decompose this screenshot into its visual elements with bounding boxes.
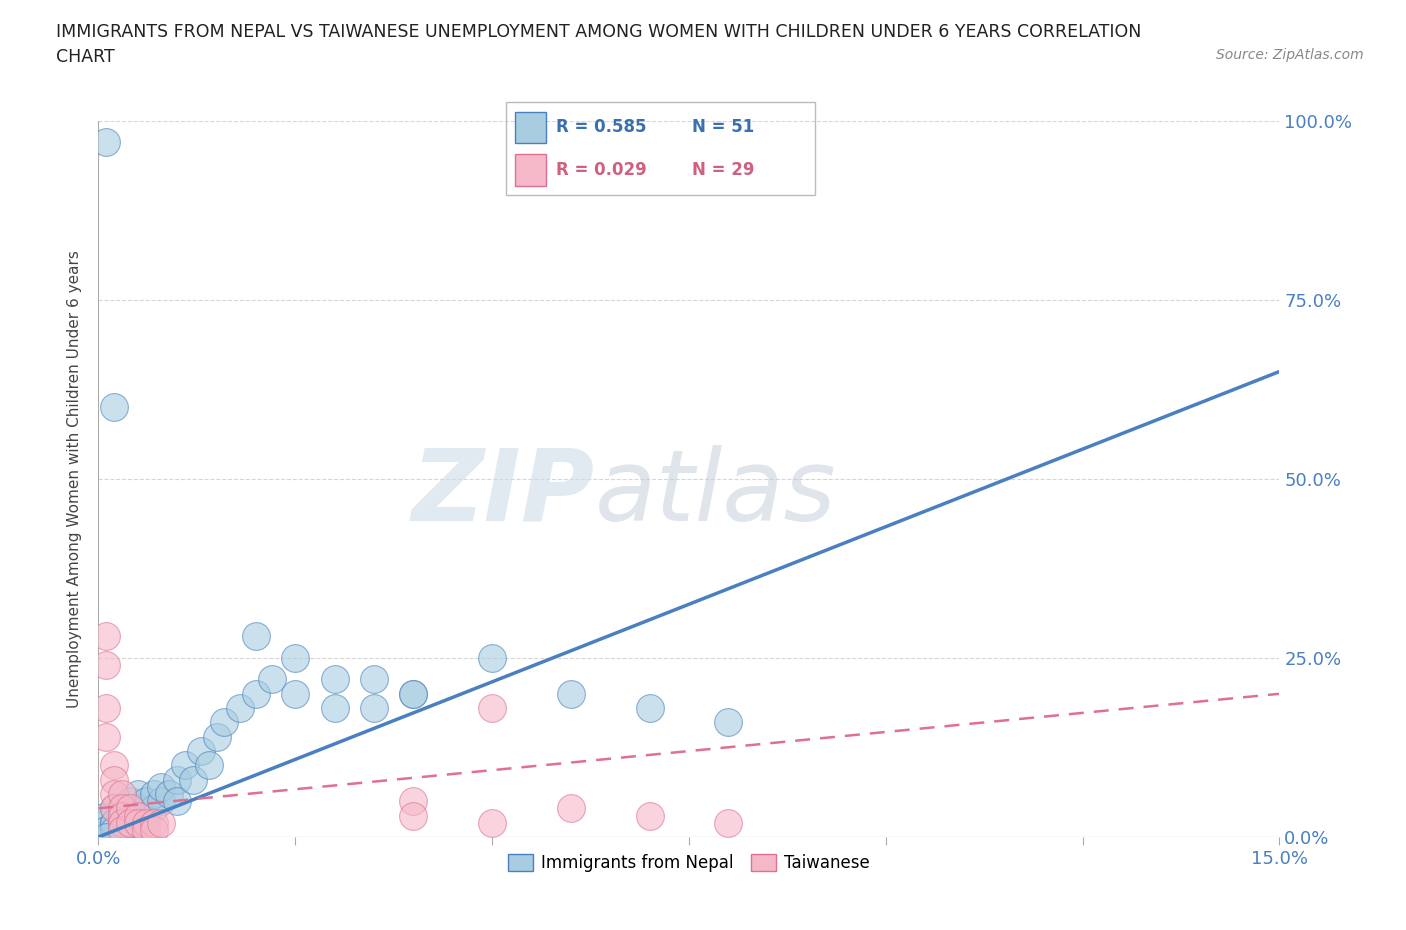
Point xyxy=(118,808,141,823)
Point xyxy=(284,651,307,666)
Point xyxy=(717,715,740,730)
Point xyxy=(481,816,503,830)
Point xyxy=(111,822,134,837)
Text: CHART: CHART xyxy=(56,48,115,66)
Point xyxy=(127,816,149,830)
Point xyxy=(560,686,582,701)
Point xyxy=(638,700,661,715)
Text: ZIP: ZIP xyxy=(412,445,595,542)
Point xyxy=(103,816,125,830)
Point xyxy=(103,772,125,787)
Point xyxy=(111,801,134,816)
Point xyxy=(96,658,118,672)
Point xyxy=(245,686,267,701)
Point xyxy=(111,816,134,830)
Point xyxy=(135,794,157,809)
Point xyxy=(142,822,165,837)
Text: R = 0.029: R = 0.029 xyxy=(555,161,647,179)
Point xyxy=(150,794,173,809)
Point xyxy=(127,808,149,823)
Point xyxy=(111,808,134,823)
Point xyxy=(96,830,118,844)
Point xyxy=(284,686,307,701)
Point xyxy=(96,729,118,744)
Point xyxy=(127,801,149,816)
Point xyxy=(111,801,134,816)
Point xyxy=(260,672,283,687)
Point xyxy=(142,787,165,802)
Point xyxy=(717,816,740,830)
Point xyxy=(103,787,125,802)
Point xyxy=(96,808,118,823)
Point xyxy=(157,787,180,802)
Point xyxy=(560,801,582,816)
Point xyxy=(96,822,118,837)
Text: N = 51: N = 51 xyxy=(692,118,754,137)
Point xyxy=(103,801,125,816)
Point xyxy=(245,629,267,644)
Point xyxy=(135,808,157,823)
Point xyxy=(96,135,118,150)
Point xyxy=(118,816,141,830)
Point xyxy=(135,816,157,830)
Point xyxy=(111,816,134,830)
Legend: Immigrants from Nepal, Taiwanese: Immigrants from Nepal, Taiwanese xyxy=(502,847,876,879)
Point xyxy=(103,758,125,773)
Point xyxy=(127,787,149,802)
FancyBboxPatch shape xyxy=(516,154,547,186)
Point xyxy=(174,758,197,773)
Point xyxy=(103,822,125,837)
Point xyxy=(205,729,228,744)
Point xyxy=(142,801,165,816)
Point xyxy=(197,758,219,773)
Point xyxy=(181,772,204,787)
Text: Source: ZipAtlas.com: Source: ZipAtlas.com xyxy=(1216,48,1364,62)
Point xyxy=(638,808,661,823)
Point xyxy=(142,816,165,830)
Text: atlas: atlas xyxy=(595,445,837,542)
Point xyxy=(150,816,173,830)
Y-axis label: Unemployment Among Women with Children Under 6 years: Unemployment Among Women with Children U… xyxy=(67,250,83,708)
Text: N = 29: N = 29 xyxy=(692,161,754,179)
Point xyxy=(150,779,173,794)
Point xyxy=(118,801,141,816)
Point xyxy=(96,629,118,644)
Point xyxy=(118,794,141,809)
Point xyxy=(103,816,125,830)
Point xyxy=(229,700,252,715)
Point xyxy=(111,808,134,823)
Point xyxy=(402,686,425,701)
Point xyxy=(481,700,503,715)
FancyBboxPatch shape xyxy=(516,112,547,143)
Text: R = 0.585: R = 0.585 xyxy=(555,118,647,137)
Point xyxy=(103,400,125,415)
Text: IMMIGRANTS FROM NEPAL VS TAIWANESE UNEMPLOYMENT AMONG WOMEN WITH CHILDREN UNDER : IMMIGRANTS FROM NEPAL VS TAIWANESE UNEMP… xyxy=(56,23,1142,41)
Point xyxy=(111,822,134,837)
Point xyxy=(363,672,385,687)
Point xyxy=(402,686,425,701)
Point xyxy=(402,794,425,809)
Point xyxy=(190,744,212,759)
Point xyxy=(166,794,188,809)
Point xyxy=(127,816,149,830)
Point xyxy=(103,801,125,816)
Point xyxy=(323,700,346,715)
Point xyxy=(363,700,385,715)
Point xyxy=(111,787,134,802)
Point xyxy=(402,808,425,823)
Point xyxy=(481,651,503,666)
Point xyxy=(323,672,346,687)
Point xyxy=(118,816,141,830)
Point xyxy=(214,715,236,730)
Point xyxy=(96,700,118,715)
Point xyxy=(96,816,118,830)
Point xyxy=(166,772,188,787)
Point xyxy=(135,822,157,837)
